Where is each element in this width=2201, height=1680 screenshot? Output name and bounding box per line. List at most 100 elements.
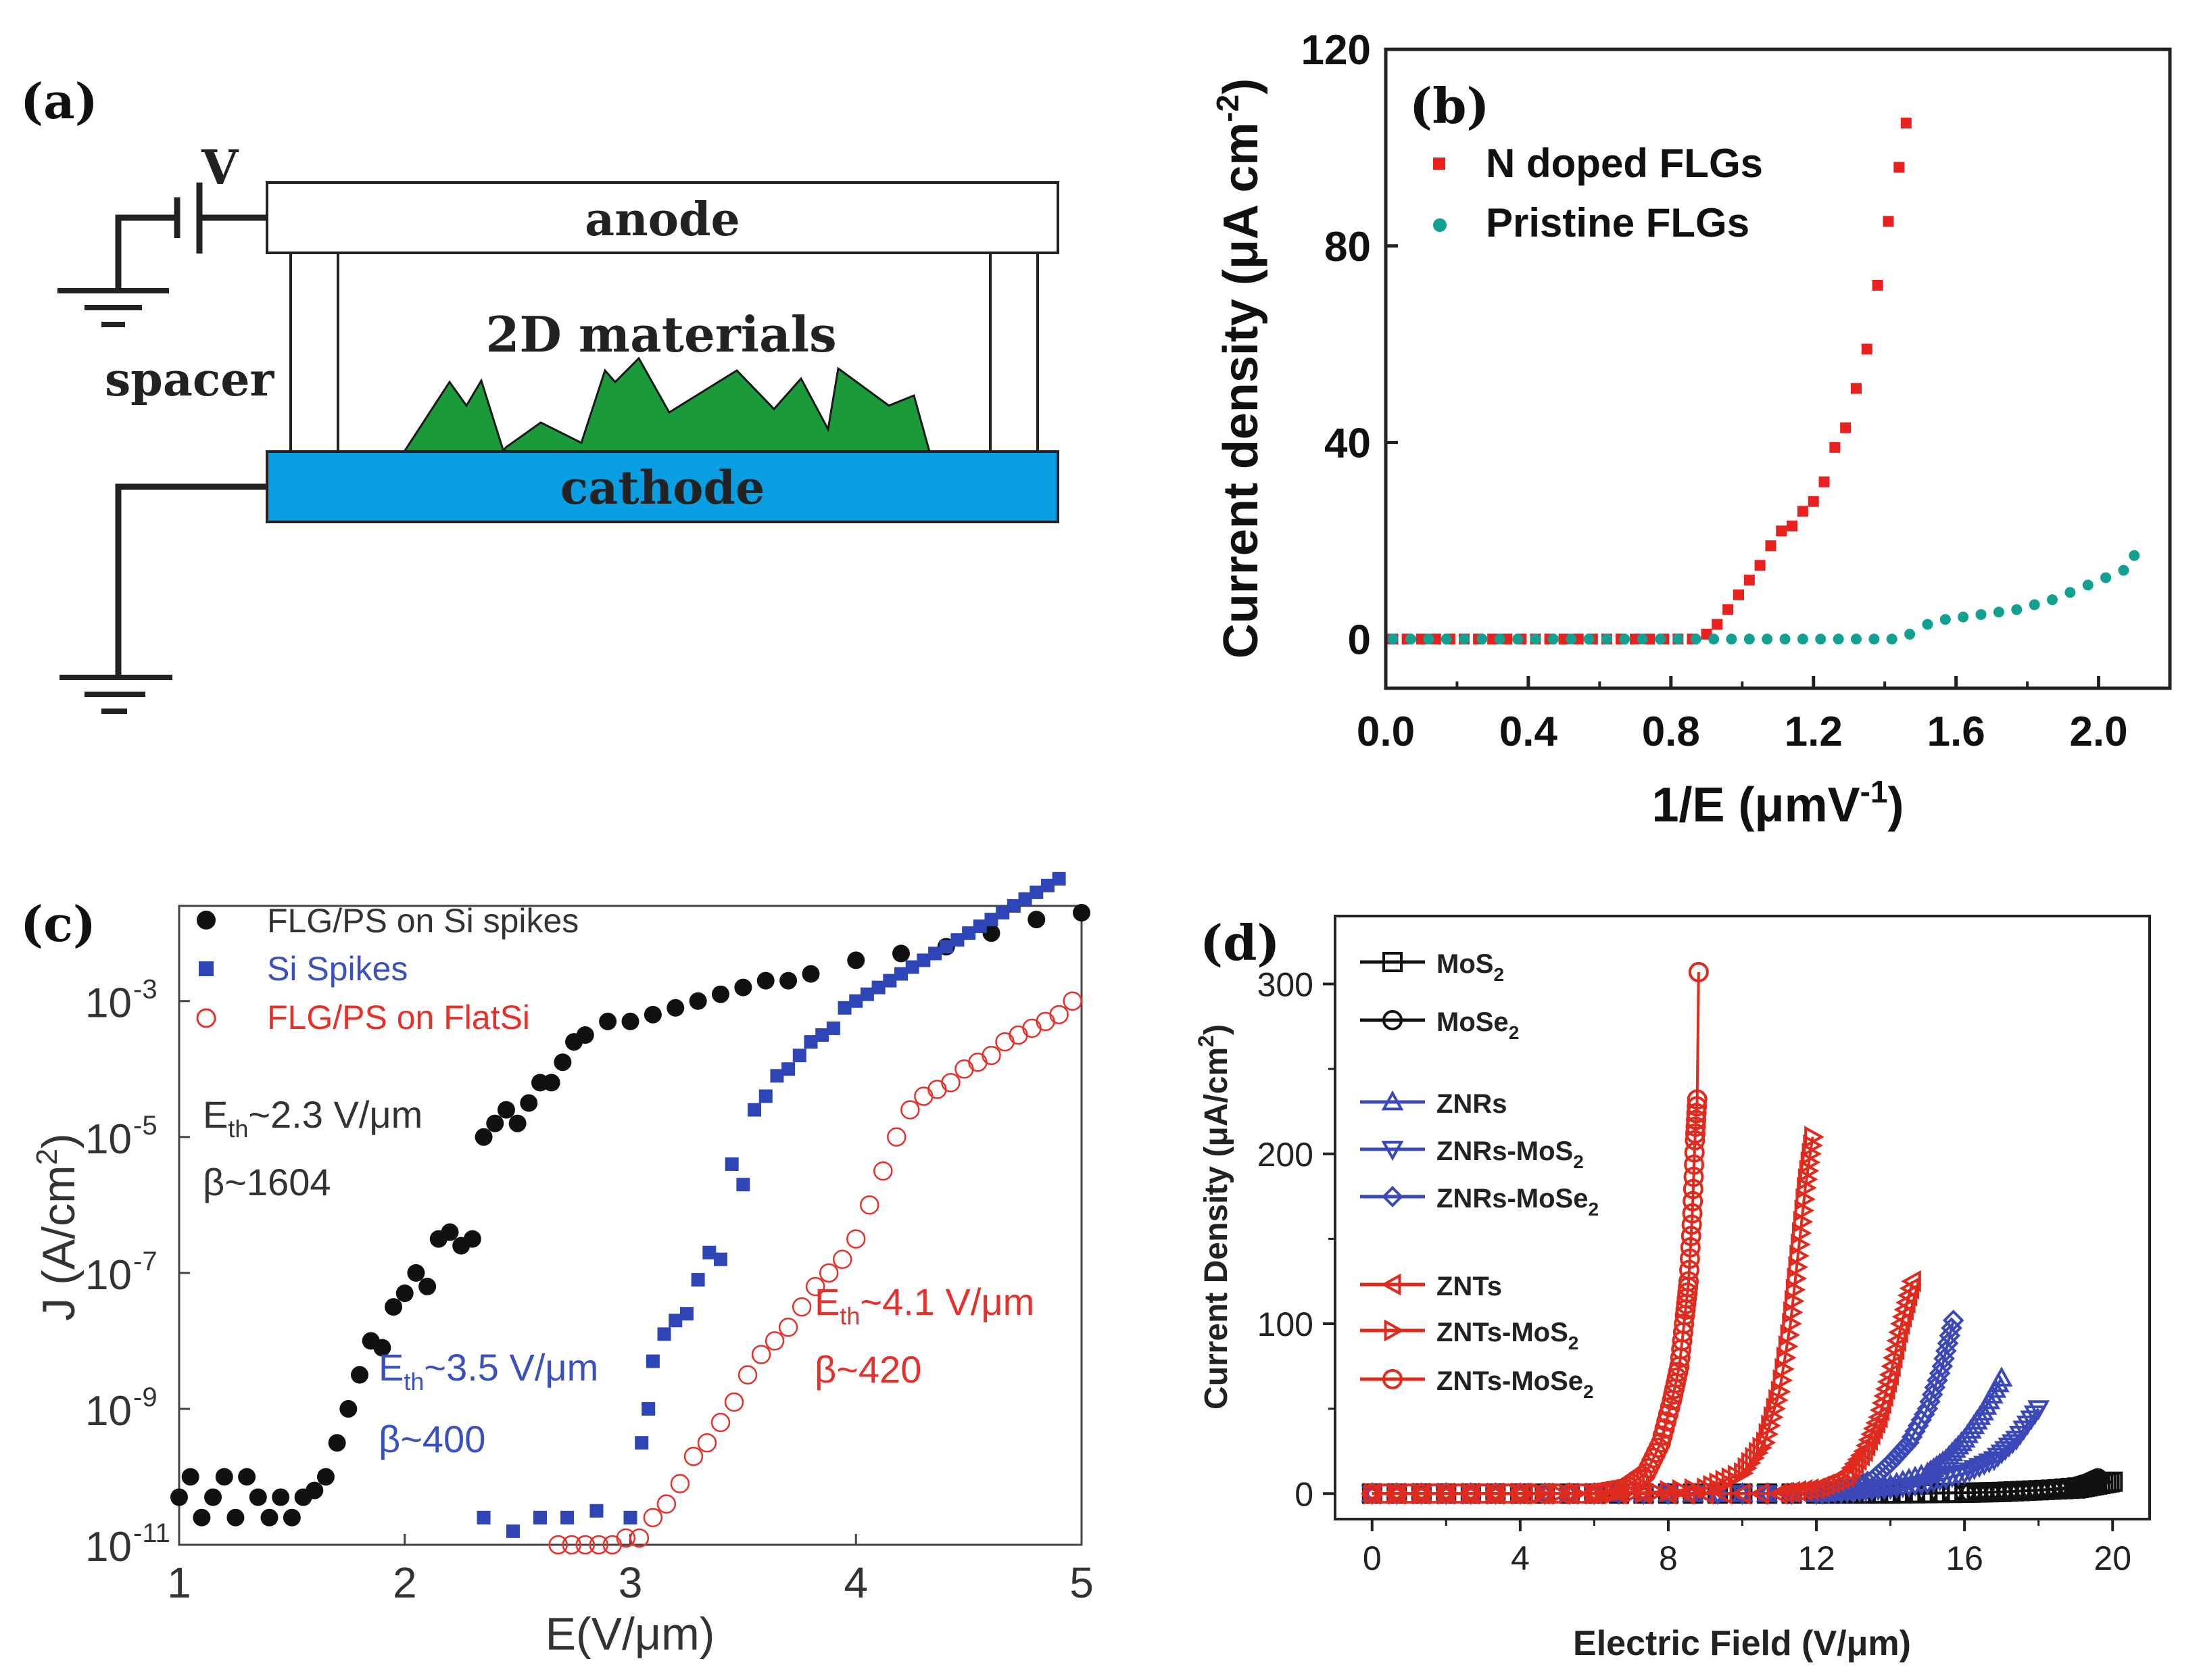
pristine-point — [1762, 633, 1773, 645]
pristine-point — [1815, 633, 1827, 645]
flg-spikes-point — [667, 999, 685, 1017]
series-marker — [1766, 1397, 1787, 1420]
pristine-point — [1726, 633, 1737, 645]
series-marker — [1509, 1483, 1530, 1504]
flg-flat-point — [616, 1528, 636, 1548]
y-tick-exponent: -7 — [133, 1247, 158, 1276]
si-spikes-point — [725, 1157, 739, 1172]
legend-label: MoS2 — [1436, 949, 1504, 985]
flg-flat-point — [927, 1080, 947, 1099]
flg-spikes-point — [621, 1012, 639, 1030]
series-marker — [1522, 1483, 1543, 1504]
y-tick-exponent: -3 — [133, 975, 158, 1005]
si-spikes-point — [883, 974, 897, 988]
flg-spikes-point — [226, 1508, 245, 1527]
legend-marker-pristine — [1433, 218, 1447, 232]
flg-flat-point — [1022, 1018, 1042, 1038]
flg-flat-point — [1009, 1025, 1028, 1045]
si-spikes-point — [691, 1272, 705, 1287]
n-doped-point — [1808, 496, 1819, 507]
battery-icon — [115, 183, 267, 291]
series-marker — [1901, 1270, 1921, 1293]
si-spikes-point — [1052, 871, 1066, 886]
chart-c-panel-label: (c) — [20, 895, 96, 953]
x-tick-label: 5 — [1069, 1558, 1094, 1607]
flg-spikes-point — [204, 1488, 222, 1506]
si-spikes-point — [646, 1354, 660, 1368]
pristine-point — [1833, 633, 1844, 645]
legend-marker — [1380, 1273, 1401, 1296]
flg-spikes-point — [475, 1128, 493, 1146]
flg-spikes-point — [407, 1264, 425, 1282]
si-spikes-point — [1018, 892, 1032, 906]
series-marker — [1782, 1312, 1802, 1335]
si-spikes-point — [770, 1069, 784, 1083]
n-doped-point — [1743, 575, 1755, 586]
series-marker — [1916, 1474, 1939, 1495]
flg-flat-point — [887, 1127, 906, 1147]
series-marker — [1635, 1481, 1655, 1504]
si-spikes-point — [736, 1178, 750, 1192]
si-spikes-point — [928, 946, 942, 961]
pristine-point — [1993, 606, 2004, 618]
flg-spikes-point — [238, 1468, 256, 1486]
chart-b-ylabel: Current density (μA cm-2) — [1210, 78, 1268, 658]
series-marker — [1679, 1248, 1700, 1269]
series-marker — [2001, 1434, 2024, 1455]
si-spikes-point — [849, 994, 863, 1008]
flg-flat-point — [1049, 1005, 1069, 1025]
x-tick-label: 12 — [1797, 1539, 1835, 1577]
chart-d-legend: MoS2 MoSe2 ZNRs ZNRs-MoS2 ZNRs-MoSe2 ZNTs ZNTs… — [1360, 949, 1599, 1402]
y-tick-label: 40 — [1324, 421, 1371, 467]
flg-spikes-point — [351, 1366, 368, 1384]
series-marker — [1942, 1310, 1964, 1331]
annotation-eth-black-text: Eth~2.3 V/μm — [203, 1093, 422, 1143]
flg-spikes-point — [644, 1005, 662, 1024]
series-marker — [1795, 1188, 1816, 1211]
series-marker — [1987, 1447, 2009, 1468]
flg-flat-point — [914, 1086, 934, 1106]
flg-flat-point — [792, 1297, 812, 1317]
series-marker — [1784, 1290, 1805, 1312]
spacer-right — [989, 251, 1039, 454]
series-marker — [1785, 1278, 1806, 1301]
flg-spikes-point — [982, 924, 1000, 942]
flg-flat-point — [697, 1433, 717, 1453]
si-spikes-point — [917, 953, 931, 967]
x-tick-label: 0.8 — [1642, 709, 1700, 755]
series-marker — [1958, 1462, 1981, 1483]
chart-c-marks — [170, 871, 1090, 1555]
flg-flat-point — [710, 1412, 731, 1433]
x-tick-label: 2.0 — [2069, 709, 2127, 755]
si-spikes-point — [804, 1035, 818, 1049]
series-marker — [1865, 1412, 1885, 1435]
flg-flat-point — [941, 1073, 961, 1093]
flg-flat-point — [575, 1535, 595, 1555]
panel-a-label: (a) — [20, 72, 98, 130]
series-marker — [1993, 1441, 2016, 1462]
series-marker — [1990, 1366, 2013, 1387]
n-doped-point — [1851, 383, 1862, 394]
flg-flat-point — [846, 1229, 866, 1249]
pristine-point — [1922, 619, 1933, 630]
series-marker — [1547, 1483, 1568, 1504]
si-spikes-point — [702, 1245, 717, 1259]
chart-c-legend: FLG/PS on Si spikes Si Spikes FLG/PS on … — [196, 902, 579, 1036]
pristine-point — [1886, 633, 1897, 645]
series-marker — [2087, 1468, 2108, 1489]
x-tick-label: 20 — [2094, 1539, 2131, 1577]
legend-marker — [1381, 1141, 1404, 1161]
series-marker — [1843, 1452, 1864, 1475]
x-tick-label: 0 — [1363, 1539, 1382, 1577]
chart-d-xlabel: Electric Field (V/μm) — [1573, 1624, 1911, 1663]
spacer-label: spacer — [105, 353, 275, 407]
legend-label-flg-ps-flat: FLG/PS on FlatSi — [267, 999, 530, 1036]
y-tick-label: 0 — [1348, 617, 1371, 663]
series-marker — [1983, 1451, 2006, 1472]
series-marker — [1685, 1123, 1706, 1144]
series-marker — [1834, 1465, 1855, 1488]
materials-spikes — [402, 356, 931, 454]
series-marker — [1672, 1479, 1693, 1502]
